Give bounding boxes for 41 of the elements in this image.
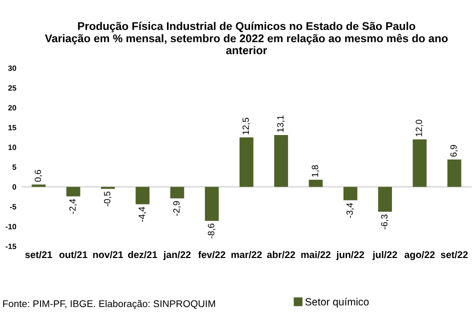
legend-label: Setor químico <box>305 298 369 308</box>
bar <box>66 186 80 196</box>
bar <box>274 134 288 187</box>
x-tick-label: jul/22 <box>372 250 398 260</box>
bar <box>412 139 427 187</box>
source-note: Fonte: PIM-PF, IBGE. Elaboração: SINPROQUIM <box>3 300 215 310</box>
x-tick-label: jan/22 <box>163 250 191 260</box>
x-tick-label: mai/22 <box>301 250 330 258</box>
x-tick-label: abr/22 <box>267 250 296 258</box>
x-tick-label: set/22 <box>440 250 468 258</box>
data-label: -0,5 <box>104 192 112 206</box>
x-tick-label: mar/22 <box>231 250 262 258</box>
data-label: 12,0 <box>416 120 424 136</box>
x-tick-label: dez/21 <box>128 250 158 258</box>
bar <box>343 186 358 200</box>
bar <box>170 186 184 198</box>
data-label: -2,4 <box>69 198 77 214</box>
data-label: 12,5 <box>242 118 250 134</box>
bar <box>204 186 219 221</box>
data-label: -6,3 <box>381 214 389 230</box>
data-label: -2,9 <box>173 201 181 216</box>
data-label: -3,4 <box>346 202 354 218</box>
bar <box>32 184 46 187</box>
data-label: 1,8 <box>312 165 320 177</box>
bar <box>308 180 323 187</box>
chart-title: Produção Física Industrial de Químicos no Estado de São Paulo Variação em % mensal, setembro de 2022 em relação ao mesmo mês do ano anterior <box>44 22 448 54</box>
x-tick-label: nov/21 <box>93 250 124 258</box>
data-label: -8,6 <box>208 224 216 238</box>
data-label: 6,9 <box>450 145 458 157</box>
x-tick-label: out/21 <box>59 250 88 258</box>
data-label: 0,6 <box>34 170 42 182</box>
bar <box>447 160 462 187</box>
data-label: -4,4 <box>138 206 146 222</box>
x-tick-label: set/21 <box>25 250 52 258</box>
data-label: 13,1 <box>277 115 285 132</box>
bar <box>378 186 392 212</box>
bar <box>240 137 254 187</box>
x-tick-label: ago/22 <box>404 250 435 260</box>
bar <box>136 186 150 204</box>
x-tick-label: jun/22 <box>336 250 364 260</box>
x-tick-label: fev/22 <box>198 250 226 258</box>
